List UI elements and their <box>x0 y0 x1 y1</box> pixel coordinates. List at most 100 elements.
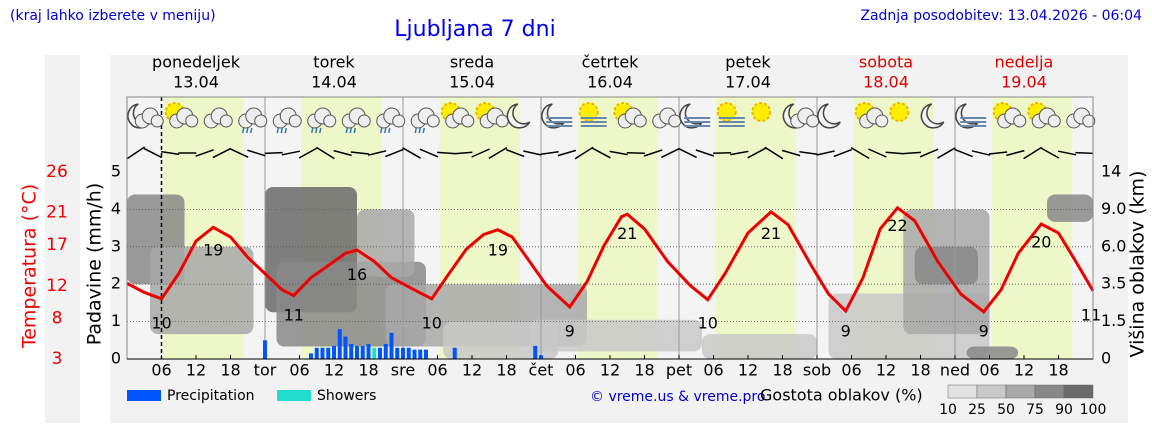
day-date: 19.04 <box>1001 73 1047 92</box>
cloud-legend-level: 50 <box>997 402 1015 418</box>
x-tick-label: 06 <box>703 361 723 380</box>
cloud-icon <box>410 107 440 129</box>
wind-mark <box>333 149 352 157</box>
wind-mark <box>1023 146 1043 160</box>
wind-mark <box>678 147 697 159</box>
rain-drop <box>276 127 279 134</box>
cloud-puff <box>1047 114 1061 128</box>
wind-mark <box>402 147 422 159</box>
cloud-puff <box>461 114 475 128</box>
wind-mark <box>661 147 680 159</box>
x-tick-label: 12 <box>462 361 482 380</box>
day-date: 15.04 <box>449 73 495 92</box>
precip-bar <box>406 347 411 359</box>
precip-bar <box>378 347 382 359</box>
cloud-puff <box>1013 114 1027 128</box>
day-date: 14.04 <box>311 73 357 92</box>
cloud-puff <box>150 114 164 128</box>
cloud-icon <box>997 107 1027 129</box>
x-tick-label: 18 <box>358 361 378 380</box>
wind-mark <box>781 149 801 157</box>
x-tick-label: 18 <box>772 361 792 380</box>
temp-extreme-label: 19 <box>203 240 223 259</box>
x-tick-label: 06 <box>289 361 309 380</box>
credit: © vreme.us & vreme.pro <box>590 389 765 405</box>
sun-icon <box>889 102 910 122</box>
chart-title: Ljubljana 7 dni <box>394 17 555 42</box>
temp-extreme-label: 22 <box>887 216 907 235</box>
wind-mark <box>229 148 249 158</box>
x-tick-label: 06 <box>427 361 447 380</box>
cloud-blob <box>702 334 817 359</box>
cloud-legend-swatch <box>976 384 1007 399</box>
x-tick-label: pet <box>666 361 692 380</box>
y2-axis-label: Višina oblakov (km) <box>1127 171 1149 358</box>
rain-drop <box>242 127 245 134</box>
cloud-legend-level: 10 <box>939 402 957 418</box>
cloud-puff <box>1082 114 1096 128</box>
x-tick-label: 12 <box>600 361 620 380</box>
cloud-legend-level: 100 <box>1080 402 1107 418</box>
precip-bar <box>326 347 331 359</box>
temp-tick-label: 21 <box>46 203 68 223</box>
cloud-icon <box>238 107 268 129</box>
cloud-icon <box>134 107 164 129</box>
cloud-puff <box>633 114 647 128</box>
x-tick-label: 18 <box>910 361 930 380</box>
y-axis-label: Padavine (mm/h) <box>84 183 106 346</box>
x-tick-label: tor <box>254 361 277 380</box>
cloud-icon <box>617 107 647 129</box>
cloud-puff <box>668 114 682 128</box>
wind-mark <box>1075 151 1094 155</box>
x-tick-label: sre <box>391 361 415 380</box>
x-tick-label: 06 <box>151 361 171 380</box>
wind-mark <box>989 151 1008 155</box>
sun-icon <box>716 102 737 122</box>
temp-tick-label: 17 <box>46 235 68 255</box>
cloud-blob <box>966 346 1019 359</box>
temp-tick-label: 3 <box>52 349 63 369</box>
x-tick-label: 12 <box>1014 361 1034 380</box>
legend-label: Showers <box>317 388 376 404</box>
wind-mark <box>592 147 611 159</box>
y-tick-label: 5 <box>111 162 121 181</box>
day-date: 13.04 <box>173 73 219 92</box>
temp-tick-label: 26 <box>46 162 68 182</box>
cloud-blob <box>529 319 702 352</box>
precip-bar <box>452 347 457 359</box>
wind-mark <box>816 150 835 156</box>
temp-extreme-label: 11 <box>284 305 304 324</box>
day-name: ponedeljek <box>152 53 241 72</box>
x-tick-label: 06 <box>565 361 585 380</box>
update-time: Zadnja posodobitev: 13.04.2026 - 06:04 <box>860 8 1142 24</box>
wind-mark <box>557 149 577 157</box>
y-tick-label: 2 <box>111 274 121 293</box>
cloud-legend-swatch <box>1063 384 1094 399</box>
cloud-icon <box>1066 107 1096 129</box>
wind-mark <box>764 146 784 160</box>
temp-extreme-label: 21 <box>761 224 781 243</box>
cloud-legend-swatch <box>1005 384 1036 399</box>
cloud-puff <box>185 114 199 128</box>
temp-extreme-label: 9 <box>841 322 851 341</box>
precip-bar <box>412 349 417 359</box>
precip-bar <box>343 336 348 359</box>
wind-mark <box>730 150 749 156</box>
rain-drop <box>311 127 314 134</box>
cloud-puff <box>426 114 440 128</box>
wind-mark <box>126 146 146 160</box>
y-tick-label: 1 <box>111 311 121 330</box>
wind-mark <box>1040 147 1060 159</box>
cloud-puff <box>392 114 406 128</box>
wind-mark <box>281 150 301 156</box>
x-tick-label: 06 <box>979 361 999 380</box>
x-tick-label: ned <box>940 361 970 380</box>
precip-bar <box>366 344 371 359</box>
day-name: sreda <box>450 53 494 72</box>
precip-bar <box>349 344 354 359</box>
header-note: (kraj lahko izberete v meniju) <box>10 8 216 24</box>
cloud-puff <box>288 114 302 128</box>
precip-bar <box>533 345 538 359</box>
moon-icon <box>920 103 945 129</box>
